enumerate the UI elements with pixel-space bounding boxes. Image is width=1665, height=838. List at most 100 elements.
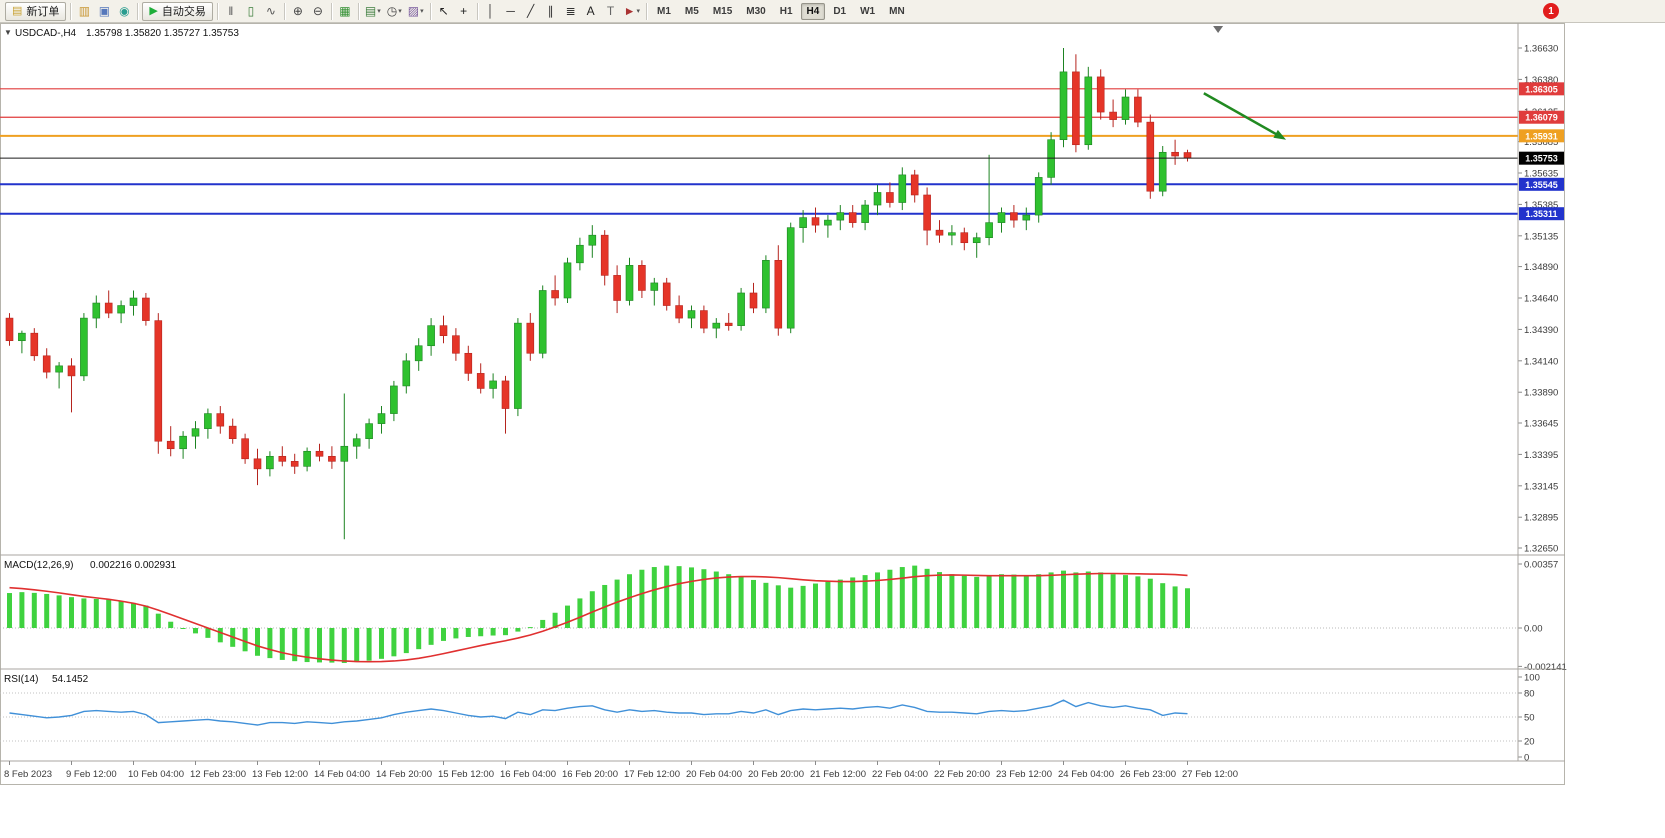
candle (848, 212, 857, 223)
time-label: 17 Feb 12:00 (624, 769, 680, 780)
text-icon[interactable]: A (581, 2, 601, 21)
candle (328, 455, 336, 462)
trendline-icon[interactable]: ╱ (521, 2, 541, 21)
macd-histogram-bar (614, 579, 620, 628)
candle (960, 232, 969, 244)
price-line-label (1519, 110, 1564, 124)
chart-canvas[interactable]: 1.366301.363801.361251.358851.356351.353… (0, 23, 1665, 789)
candle (811, 217, 820, 226)
candle (1072, 71, 1080, 146)
timeframe-m15[interactable]: M15 (712, 5, 733, 17)
text-icon-glyph: A (586, 4, 595, 18)
tile-windows-icon[interactable]: ▦ (335, 2, 355, 21)
candle (886, 192, 894, 203)
price-line-label-text: 1.36079 (1525, 113, 1558, 123)
candle (191, 428, 200, 437)
time-label: 24 Feb 04:00 (1058, 769, 1114, 780)
horizontal-line-icon[interactable]: ─ (501, 2, 521, 21)
market-watch-icon[interactable]: ▥ (74, 2, 94, 21)
crosshair-icon[interactable]: + (454, 2, 474, 21)
timeframe-m1[interactable]: M1 (657, 5, 671, 17)
macd-histogram-bar (689, 567, 694, 628)
rsi-axis-label: 80 (1524, 689, 1535, 700)
line-chart-icon[interactable]: ∿ (261, 2, 281, 21)
periods-icon[interactable]: ◷ ▾ (384, 2, 405, 21)
macd-histogram-bar (565, 605, 570, 628)
chart-symbol-period: USDCAD-,H4 (15, 28, 77, 39)
chart-render-layer: 1.366301.363801.361251.358851.356351.353… (0, 23, 1567, 785)
dropdown-arrow-icon: ▾ (398, 7, 402, 15)
price-tick-label: 1.32895 (1524, 513, 1558, 524)
time-label: 16 Feb 04:00 (500, 769, 556, 780)
navigator-icon[interactable]: ▣ (94, 2, 114, 21)
macd-histogram-bar (850, 577, 856, 628)
macd-histogram-bar (118, 601, 124, 628)
candle (253, 458, 262, 470)
cursor-icon[interactable]: ↖ (434, 2, 454, 21)
notification-badge[interactable]: 1 (1543, 3, 1559, 19)
macd-histogram-bar (1123, 575, 1128, 628)
new-chart-icon-glyph: ▤ (364, 4, 377, 18)
text-label-icon[interactable]: T (601, 2, 621, 21)
candle (551, 290, 559, 299)
arrows-icon[interactable]: ► ▾ (621, 2, 643, 21)
vertical-line-icon[interactable]: │ (481, 2, 501, 21)
toolbar-separator (70, 2, 72, 20)
macd-histogram-bar (1098, 572, 1104, 628)
macd-histogram-bar (738, 576, 744, 628)
macd-histogram-bar (31, 592, 37, 628)
bar-chart-icon[interactable]: ‖ (221, 2, 241, 21)
candlestick-chart-icon[interactable]: ▯ (241, 2, 261, 21)
toolbar-separator (429, 2, 431, 20)
auto-trading-button-label: 自动交易 (161, 6, 206, 18)
terminal-icon[interactable]: ◉ (114, 2, 134, 21)
macd-histogram-bar (503, 628, 508, 636)
macd-axis-label: 0.00357 (1524, 560, 1558, 571)
zoom-out-icon[interactable]: ⊖ (308, 2, 328, 21)
timeframe-m5[interactable]: M5 (684, 5, 699, 17)
price-tick-label: 1.33145 (1524, 481, 1558, 492)
candle (1146, 121, 1155, 192)
timeframe-m30[interactable]: M30 (746, 5, 766, 17)
candle (179, 435, 187, 450)
fibonacci-retracement-icon[interactable]: ≣ (561, 2, 581, 21)
candle (1096, 76, 1105, 113)
candle (1010, 212, 1018, 221)
one-click-trading-arrow[interactable]: ▼ (4, 28, 12, 37)
templates-icon[interactable]: ▨ ▾ (405, 2, 427, 21)
macd-histogram-bar (69, 597, 74, 628)
time-scale-area[interactable] (0, 761, 1565, 785)
zoom-in-icon[interactable]: ⊕ (288, 2, 308, 21)
price-scale-area[interactable] (1518, 23, 1565, 761)
trend-arrow-object[interactable] (1203, 92, 1287, 140)
macd-indicator-label: MACD(12,26,9) (4, 560, 73, 571)
toolbar-separator (330, 2, 332, 20)
candle (1084, 76, 1093, 146)
candle (576, 244, 584, 264)
macd-histogram-bar (465, 628, 471, 637)
dropdown-arrow-icon: ▾ (377, 7, 381, 15)
zoom-out-icon-glyph: ⊖ (312, 4, 323, 18)
macd-histogram-bar (379, 628, 384, 659)
timeframe-w1[interactable]: W1 (860, 5, 876, 17)
macd-histogram-bar (800, 585, 806, 628)
candle (204, 413, 212, 429)
equidistant-channel-icon[interactable]: ∥ (541, 2, 561, 21)
new-chart-icon[interactable]: ▤ ▾ (362, 2, 384, 21)
chart-shift-marker[interactable] (1213, 26, 1224, 33)
auto-trading-button[interactable]: ▶ 自动交易 (142, 1, 213, 21)
timeframe-mn[interactable]: MN (889, 5, 905, 17)
candle (352, 438, 361, 447)
candle (824, 219, 832, 226)
timeframe-d1[interactable]: D1 (833, 5, 847, 17)
toolbar-separator (476, 2, 478, 20)
candle (1109, 111, 1117, 120)
vertical-line-icon-glyph: │ (486, 4, 495, 18)
macd-histogram-bar (1048, 572, 1054, 628)
new-order-button[interactable]: ▤ 新订单 (5, 1, 67, 21)
price-line-label (1519, 177, 1564, 191)
candle (117, 305, 125, 314)
timeframe-h4[interactable]: H4 (800, 2, 826, 20)
timeframe-h1[interactable]: H1 (779, 5, 793, 17)
price-tick-label: 1.34640 (1524, 294, 1558, 305)
